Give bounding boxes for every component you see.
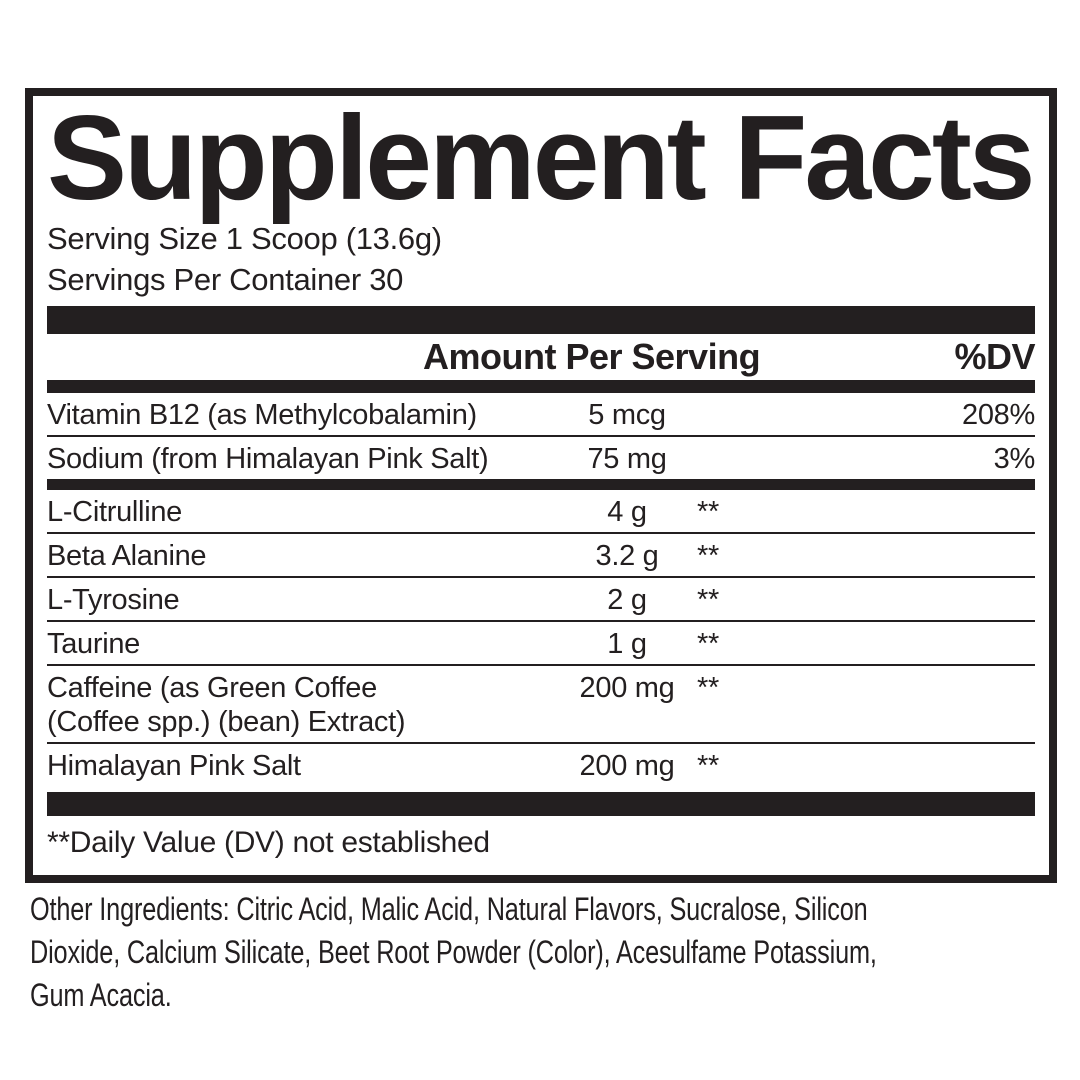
- nutrient-amount: 1 g: [607, 628, 647, 660]
- other-ingredients: Other Ingredients: Citric Acid, Malic Ac…: [30, 891, 877, 1013]
- nutrient-name: Himalayan Pink Salt: [47, 750, 301, 782]
- thick-divider-middle: [47, 479, 1035, 490]
- nutrient-amount: 75 mg: [587, 443, 667, 475]
- nutrient-name: Vitamin B12 (as Methylcobalamin): [47, 399, 477, 431]
- nutrient-amount: 200 mg: [579, 672, 675, 704]
- nutrient-name: Beta Alanine: [47, 540, 207, 572]
- nutrient-amount: 3.2 g: [595, 540, 659, 572]
- table-row: Himalayan Pink Salt 200 mg **: [47, 744, 1035, 786]
- nutrient-amount: 200 mg: [579, 750, 675, 782]
- table-row: Vitamin B12 (as Methylcobalamin) 5 mcg 2…: [47, 393, 1035, 437]
- nutrient-dv: 208%: [962, 399, 1035, 431]
- nutrient-amount: 5 mcg: [588, 399, 666, 431]
- nutrient-asterisks: **: [697, 672, 719, 704]
- nutrient-asterisks: **: [697, 750, 719, 782]
- nutrient-dv: 3%: [993, 443, 1036, 475]
- nutrient-asterisks: **: [697, 496, 719, 528]
- panel-title: Supplement Facts: [47, 91, 1036, 225]
- supplement-facts-panel: Supplement Facts Serving Size 1 Scoop (1…: [25, 88, 1057, 883]
- servings-per-container: Servings Per Container 30: [47, 262, 404, 297]
- table-row: Taurine 1 g **: [47, 622, 1035, 666]
- nutrient-asterisks: **: [697, 628, 719, 660]
- blend-table: L-Citrulline 4 g ** Beta Alanine 3.2 g *…: [47, 490, 1035, 786]
- divider-under-header: [47, 380, 1035, 393]
- nutrient-asterisks: **: [697, 540, 719, 572]
- column-header-row: Amount Per Serving %DV: [47, 334, 1035, 380]
- nutrient-asterisks: **: [697, 584, 719, 616]
- table-row: Beta Alanine 3.2 g **: [47, 534, 1035, 578]
- table-row: L-Tyrosine 2 g **: [47, 578, 1035, 622]
- table-row: Caffeine (as Green Coffee (Coffee spp.) …: [47, 666, 1035, 744]
- serving-size: Serving Size 1 Scoop (13.6g): [47, 221, 442, 256]
- table-row: L-Citrulline 4 g **: [47, 490, 1035, 534]
- nutrient-name: Taurine: [47, 628, 141, 660]
- daily-value-table: Vitamin B12 (as Methylcobalamin) 5 mcg 2…: [47, 393, 1035, 479]
- serving-info: Serving Size 1 Scoop (13.6g) Servings Pe…: [47, 218, 1035, 300]
- nutrient-name: Caffeine (as Green Coffee (Coffee spp.) …: [47, 672, 406, 738]
- thick-divider-top: [47, 306, 1035, 334]
- thick-divider-bottom: [47, 792, 1035, 816]
- nutrient-name: Sodium (from Himalayan Pink Salt): [47, 443, 489, 475]
- nutrient-name: L-Citrulline: [47, 496, 182, 528]
- percent-dv-header: %DV: [954, 336, 1035, 377]
- table-row: Sodium (from Himalayan Pink Salt) 75 mg …: [47, 437, 1035, 479]
- nutrient-amount: 2 g: [607, 584, 647, 616]
- nutrient-amount: 4 g: [607, 496, 647, 528]
- daily-value-footnote: **Daily Value (DV) not established: [47, 826, 490, 859]
- amount-per-serving-header: Amount Per Serving: [423, 336, 761, 377]
- nutrient-name: L-Tyrosine: [47, 584, 180, 616]
